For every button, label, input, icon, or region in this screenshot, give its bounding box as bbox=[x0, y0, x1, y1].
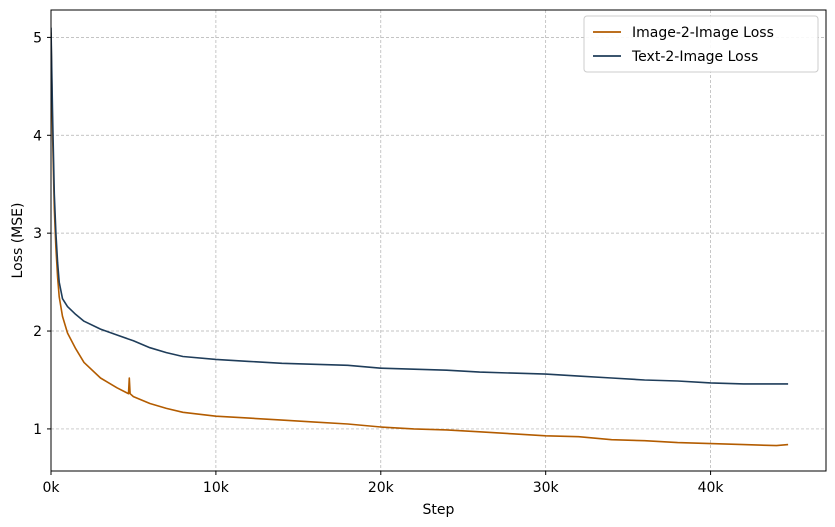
y-tick-label: 4 bbox=[33, 128, 42, 144]
x-tick-label: 40k bbox=[698, 480, 725, 496]
legend-label-1: Image-2-Image Loss bbox=[632, 25, 774, 41]
x-axis-ticks: 0k 10k 20k 30k 40k bbox=[42, 471, 724, 496]
x-tick-label: 30k bbox=[533, 480, 560, 496]
x-axis-label: Step bbox=[423, 502, 455, 518]
series-lines bbox=[51, 27, 789, 447]
series-line-2 bbox=[51, 27, 789, 385]
x-tick-label: 10k bbox=[203, 480, 230, 496]
series-line-1 bbox=[51, 32, 789, 447]
legend-label-2: Text-2-Image Loss bbox=[631, 49, 758, 65]
y-tick-label: 5 bbox=[33, 30, 42, 46]
y-tick-label: 3 bbox=[33, 226, 42, 242]
x-tick-label: 20k bbox=[368, 480, 395, 496]
legend: Image-2-Image Loss Text-2-Image Loss bbox=[583, 15, 819, 73]
plot-frame bbox=[50, 9, 827, 472]
y-axis-ticks: 1 2 3 4 5 bbox=[33, 30, 51, 438]
y-tick-label: 2 bbox=[33, 324, 42, 340]
x-tick-label: 0k bbox=[42, 480, 60, 496]
legend-box bbox=[583, 15, 819, 73]
y-tick-label: 1 bbox=[33, 422, 42, 438]
y-axis-label: Loss (MSE) bbox=[10, 203, 26, 279]
grid bbox=[50, 10, 826, 471]
